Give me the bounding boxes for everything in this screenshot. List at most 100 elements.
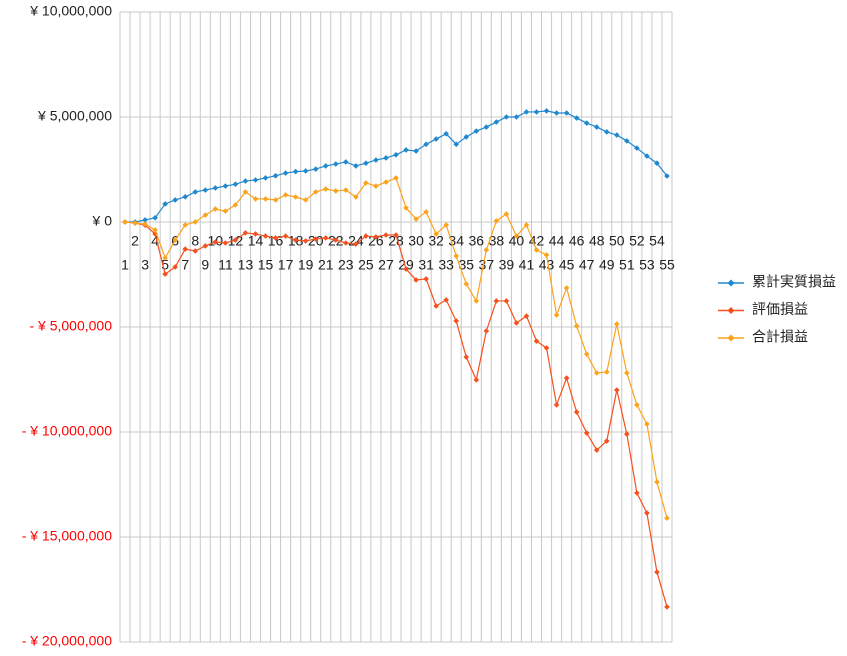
data-point [122,219,128,225]
data-point [132,220,138,226]
data-point [292,237,299,243]
x-tick-label: 4 [151,233,159,249]
data-point [413,216,419,222]
data-point [242,189,249,195]
x-tick-label: 28 [388,233,404,249]
data-point [202,212,209,218]
data-point [443,222,449,228]
x-tick-label: 35 [458,257,474,273]
data-point [453,141,460,148]
data-point [252,196,259,202]
x-tick-label: 16 [268,233,284,249]
x-tick-label: 51 [619,257,635,273]
data-point [212,239,219,245]
data-point [343,159,349,165]
data-point [353,163,359,169]
legend-label: 合計損益 [752,329,808,345]
data-point [142,221,148,227]
data-point [443,297,449,303]
data-point [272,235,279,241]
data-point [302,238,309,244]
data-point [624,138,630,144]
data-point [232,181,239,187]
legend-marker [727,279,735,287]
data-point [353,194,359,200]
data-point [383,232,389,238]
data-point [543,108,550,114]
data-point [533,247,540,253]
data-point [373,157,379,163]
data-point [463,354,470,360]
data-point [634,490,640,496]
data-point [312,166,319,172]
legend-label: 累計実質損益 [752,274,836,290]
data-point [222,183,229,189]
x-tick-label: 11 [218,257,233,273]
data-point [513,114,520,120]
data-point [232,237,239,243]
x-tick-label: 17 [278,257,294,273]
data-point [262,175,269,181]
data-point [423,276,429,282]
data-point [192,189,199,195]
data-point [503,114,510,120]
data-point [172,264,178,270]
data-point [523,313,530,319]
data-point [232,202,239,208]
data-point [343,187,349,193]
data-point [624,370,630,376]
data-point [172,237,178,243]
data-point [563,110,570,116]
data-point [644,153,650,159]
data-point [583,351,590,357]
x-tick-label: 2 [131,233,139,249]
data-point [393,175,399,181]
legend-marker [727,307,735,314]
data-point [563,285,570,291]
x-tick-label: 50 [609,233,625,249]
data-point [664,515,670,521]
x-tick-label: 24 [348,233,364,249]
x-tick-label: 37 [479,257,495,273]
x-tick-label: 27 [378,257,394,273]
x-tick-label: 40 [509,233,525,249]
data-point [583,430,590,436]
data-point [162,255,168,261]
data-point [453,253,460,259]
data-point [463,134,470,140]
data-point [513,233,520,239]
data-point [142,217,148,223]
data-point [282,192,289,198]
data-point [533,109,540,115]
data-point [493,298,500,304]
data-point [543,252,550,258]
data-point [543,345,550,351]
x-tick-label: 32 [428,233,444,249]
data-point [654,479,660,485]
y-tick-label: - ¥ 15,000,000 [22,528,113,544]
data-point [322,163,329,169]
x-tick-label: 15 [258,257,274,273]
data-point [383,155,389,161]
data-point [433,136,439,142]
x-tick-label: 42 [529,233,545,249]
data-point [242,230,249,236]
data-point [262,233,269,239]
data-point [603,438,610,444]
x-tick-label: 55 [659,257,675,273]
x-tick-label: 53 [639,257,655,273]
x-tick-label: 25 [358,257,374,273]
data-point [172,197,178,203]
data-point [322,235,329,241]
x-tick-label: 46 [569,233,585,249]
x-tick-label: 33 [438,257,454,273]
data-point [262,196,269,202]
x-tick-label: 43 [539,257,555,273]
data-point [272,197,279,203]
y-tick-label: ¥ 0 [92,213,113,229]
data-point [483,124,490,130]
data-point [403,205,409,211]
data-point [503,211,510,217]
data-point [614,387,620,393]
data-point [473,298,480,304]
